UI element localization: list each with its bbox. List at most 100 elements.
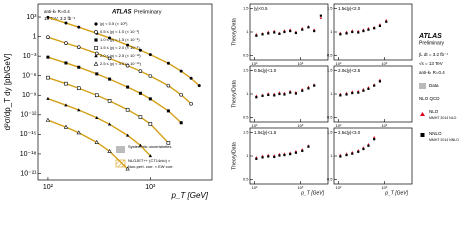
y-tick-label: 10⁻²¹ [20, 170, 37, 177]
band-legend: NLOJET++ (CT14nlo) × [128, 158, 171, 163]
point [125, 63, 130, 68]
point [289, 29, 292, 33]
syst-swatch [116, 146, 125, 153]
point [125, 133, 130, 137]
nnlo-swatch [420, 133, 425, 137]
y-tick-label: 1.5 [327, 6, 333, 11]
point [255, 96, 258, 99]
point [126, 85, 130, 89]
y-tick-label: 0.5 [327, 52, 333, 57]
point [273, 94, 276, 97]
figure: anti-kₜ R=0.4 13 TeV, 3.2 fb⁻¹ ATLAS Pre… [3, 3, 459, 200]
note: anti-kₜ R=0.4 [44, 9, 70, 14]
point [261, 33, 264, 36]
point [255, 34, 258, 37]
brand-note: Preliminary [419, 40, 445, 46]
point [339, 155, 342, 158]
point [319, 14, 322, 17]
y-tick-label: 1 [330, 91, 333, 96]
point [148, 74, 153, 78]
y-tick-label: 0.5 [243, 52, 249, 57]
point [64, 61, 68, 65]
point [307, 26, 310, 29]
y-tick-label: 10³ [26, 14, 37, 21]
legend-text: MMHT 2014 NLO [429, 116, 457, 120]
panel-title: 0.5≤|y|<1.0 [254, 68, 277, 73]
x-tick-label: 10² [252, 61, 258, 66]
point [289, 153, 292, 156]
x-tick-label: 10² [43, 184, 54, 191]
point [77, 25, 81, 29]
point [307, 87, 310, 90]
point [77, 108, 81, 112]
y-tick-label: 10⁻³ [23, 53, 37, 60]
point [76, 45, 81, 49]
y-tick-label: 1 [330, 153, 333, 158]
x-tick-label: 10³ [297, 61, 303, 66]
point [94, 51, 99, 56]
point [283, 93, 286, 96]
point [373, 84, 376, 87]
legend-text: Data [429, 83, 439, 88]
point [93, 61, 99, 66]
point [125, 107, 130, 112]
point [357, 150, 360, 153]
point [107, 99, 112, 103]
x-tick-label: 10³ [381, 185, 387, 190]
band-legend: Systematic uncertainties [128, 144, 171, 149]
point [278, 154, 281, 157]
point [46, 96, 50, 100]
point [94, 38, 98, 42]
legend-label: 2.5 ≤ |y| < 3.0 (× 10⁻¹⁵) [100, 61, 142, 66]
x-tick-label: 10³ [381, 123, 387, 128]
legend-text: NNLO [429, 131, 442, 136]
plot-frame [37, 3, 213, 181]
y-axis-label: Theory/Data [231, 142, 237, 170]
plot-frame [249, 3, 329, 61]
point [148, 122, 153, 126]
legend-text: NLO QCD [419, 96, 440, 101]
point [94, 93, 99, 98]
point [278, 92, 281, 96]
point [373, 27, 376, 30]
point [45, 117, 51, 122]
point [362, 29, 365, 33]
y-tick-label: 1 [33, 33, 37, 40]
brand-note: Preliminary [134, 9, 162, 15]
panel-title: 2.0≤|y|<2.5 [338, 68, 361, 73]
point [261, 156, 264, 159]
point [189, 101, 193, 106]
legend-label: 0.5 ≤ |y| < 1.0 (× 10⁻³) [100, 29, 140, 34]
theory-swatch [115, 159, 126, 168]
point [107, 56, 112, 61]
point [94, 46, 98, 50]
point [64, 103, 68, 107]
point [307, 145, 310, 148]
point [255, 157, 258, 160]
x-axis-label: p_T [GeV] [171, 191, 209, 200]
point [46, 75, 50, 80]
point [94, 22, 98, 26]
point [294, 92, 298, 95]
plot-frame [333, 3, 413, 61]
point [179, 69, 183, 73]
theory-curve [47, 77, 169, 144]
x-tick-label: 10³ [145, 184, 156, 191]
point [362, 89, 365, 92]
point [313, 84, 316, 87]
y-tick-label: 10⁻⁶ [22, 73, 36, 80]
nlo-swatch [420, 112, 425, 116]
point [107, 148, 112, 153]
x-tick-label: 10² [336, 185, 342, 190]
legend-label: 1.0 ≤ |y| < 1.5 (× 10⁻⁶) [100, 37, 140, 42]
point [267, 93, 270, 97]
point [46, 55, 50, 59]
point [367, 28, 370, 31]
y-tick-label: 10⁻⁹ [22, 92, 36, 99]
y-tick-label: 1.5 [243, 6, 249, 11]
y-tick-label: 0.5 [327, 114, 333, 119]
point [357, 91, 360, 94]
point [166, 61, 170, 65]
x-tick-label: 10² [336, 123, 342, 128]
x-tick-label: 10² [252, 185, 258, 190]
